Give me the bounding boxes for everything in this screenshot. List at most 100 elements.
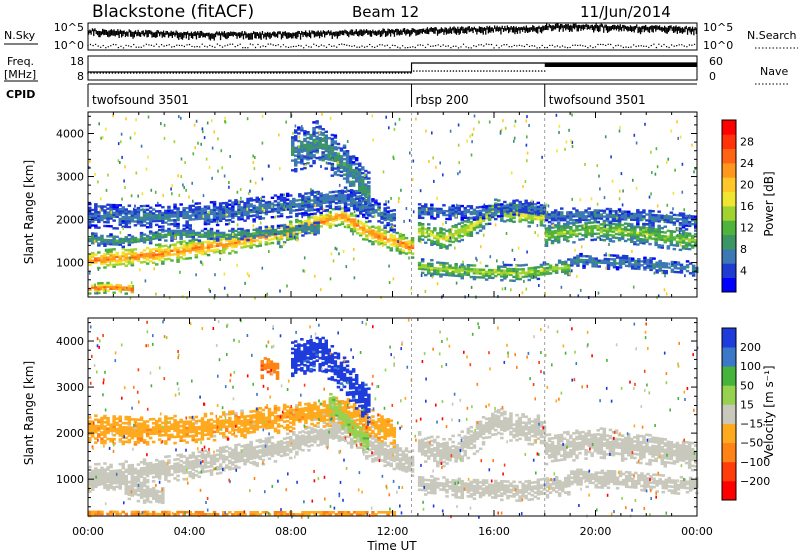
nsky-sample <box>171 31 173 38</box>
nsky-sample <box>122 30 124 37</box>
power-cell <box>231 249 235 253</box>
power-noise-point <box>202 214 205 218</box>
power-cell <box>167 223 171 226</box>
nave-sample <box>346 72 348 74</box>
power-cell <box>362 209 366 213</box>
nsky-sample <box>169 32 171 37</box>
power-cell <box>88 288 92 291</box>
power-cell <box>285 225 290 229</box>
power-cell <box>252 210 256 213</box>
power-cell <box>657 220 661 223</box>
power-cell <box>371 207 375 211</box>
power-cell <box>515 273 519 277</box>
power-cell <box>642 209 646 212</box>
power-cell <box>203 250 208 253</box>
power-cell <box>436 215 440 218</box>
power-cell <box>112 219 116 222</box>
power-noise-point <box>335 247 338 251</box>
power-cell <box>417 212 422 216</box>
nsky-sample <box>648 26 651 33</box>
nsearch-sample <box>130 46 132 48</box>
power-cell <box>200 241 205 244</box>
power-cell <box>327 150 331 153</box>
power-cell <box>294 150 298 153</box>
nsky-sample <box>553 25 555 30</box>
power-cell <box>620 223 625 227</box>
power-cell <box>285 194 290 198</box>
power-cell <box>472 208 477 211</box>
nsky-sample <box>351 29 354 36</box>
power-cell <box>203 205 208 208</box>
nave-sample <box>516 70 519 72</box>
nsky-sample <box>105 30 108 35</box>
nsky-sample <box>226 32 228 40</box>
power-cell <box>436 209 440 212</box>
power-noise-point <box>228 185 230 189</box>
nsearch-sample <box>630 46 632 48</box>
power-cell <box>533 214 538 217</box>
power-cell <box>593 211 597 214</box>
power-noise-point <box>656 165 659 169</box>
power-cell <box>602 227 607 230</box>
power-cell <box>94 259 98 262</box>
nsearch-sample <box>366 45 368 48</box>
power-cell <box>597 261 601 264</box>
power-cell <box>306 156 310 159</box>
power-cell <box>161 256 165 259</box>
nsky-tick-top-left: 10^5 <box>54 21 84 34</box>
power-cell <box>524 273 528 276</box>
nsky-sample <box>296 31 298 39</box>
power-cell <box>197 217 202 221</box>
power-cell <box>642 232 646 235</box>
power-cell <box>427 264 431 267</box>
power-cell <box>424 207 428 210</box>
power-cell <box>109 256 113 259</box>
power-cell <box>436 261 440 264</box>
power-cell <box>509 269 513 273</box>
nsearch-sample <box>239 43 241 45</box>
nsearch-sample <box>135 46 137 48</box>
power-cell <box>639 217 643 220</box>
power-cell <box>454 274 458 277</box>
power-cell <box>570 260 574 263</box>
power-cell <box>115 285 119 289</box>
nave-sample <box>175 72 178 74</box>
power-cell <box>361 179 365 183</box>
power-cell <box>663 225 667 228</box>
power-cell <box>161 245 165 248</box>
nsearch-sample <box>473 45 475 47</box>
power-cell <box>439 233 443 236</box>
power-cell <box>252 218 256 221</box>
power-cell <box>294 137 298 140</box>
power-noise-point <box>208 288 210 291</box>
power-cell <box>556 231 561 234</box>
power-cell <box>313 197 317 200</box>
power-cell <box>118 284 122 287</box>
power-cell <box>306 158 310 161</box>
power-cell <box>463 273 467 276</box>
power-cell <box>282 230 287 233</box>
power-cell <box>170 215 174 218</box>
power-cell <box>654 216 658 219</box>
power-cell <box>417 229 422 233</box>
power-cell <box>512 211 516 214</box>
power-cell <box>582 260 586 264</box>
power-cell <box>151 219 156 223</box>
power-cell <box>103 220 107 224</box>
power-cell <box>309 164 313 168</box>
power-cell <box>209 233 214 236</box>
power-cell <box>333 134 338 137</box>
power-cell <box>310 223 314 227</box>
power-cell <box>231 235 235 238</box>
power-cell <box>197 251 202 254</box>
power-cell <box>301 212 305 215</box>
power-cell <box>642 224 646 228</box>
power-cell <box>509 203 513 207</box>
power-noise-point <box>663 288 666 292</box>
power-noise-point <box>181 294 184 298</box>
power-cell <box>139 255 144 258</box>
power-cell <box>240 231 244 235</box>
power-cell <box>533 276 538 279</box>
power-cell <box>88 212 92 215</box>
power-cell <box>161 217 165 220</box>
